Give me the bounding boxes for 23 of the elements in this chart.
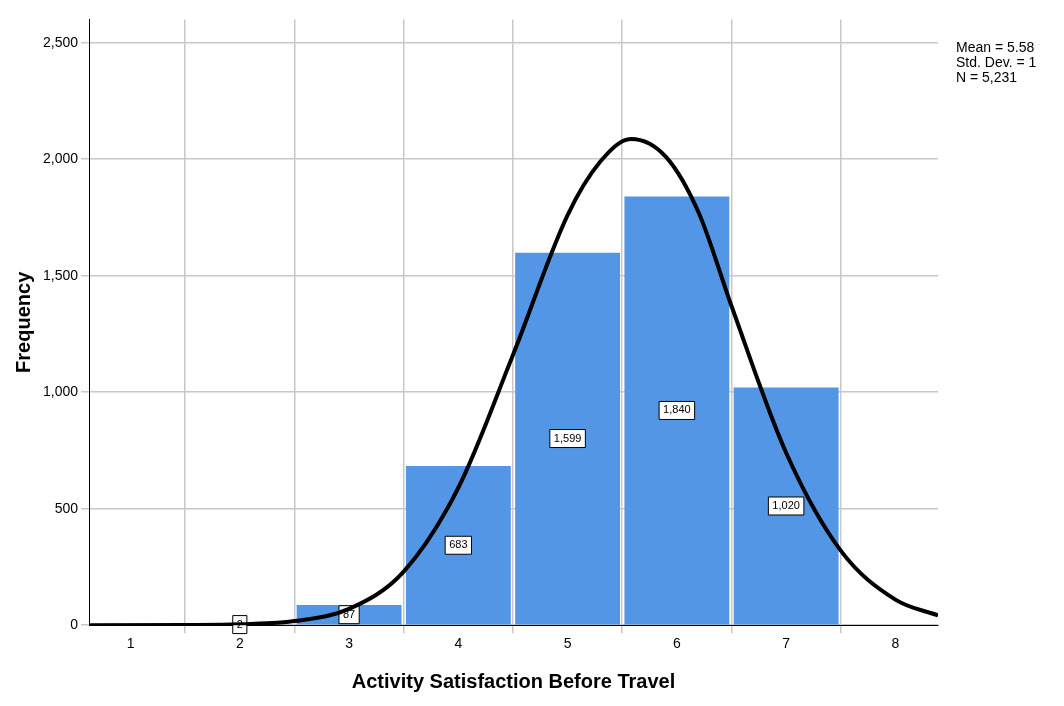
text: Mean = 5.58 [956, 39, 1036, 55]
x-axis-title: Activity Satisfaction Before Travel [351, 669, 676, 692]
x-tick-label: 6 [672, 635, 681, 652]
text: N = 5,231 [956, 69, 1019, 85]
y-tick-label: 1,500 [42, 266, 79, 283]
data-label: 1,599 [553, 431, 582, 444]
y-tick-label: 2,000 [42, 150, 79, 167]
x-tick-label: 2 [235, 635, 244, 652]
data-label: 1,840 [663, 403, 691, 416]
data-label: 683 [449, 538, 468, 551]
x-tick-label: 1 [126, 635, 135, 652]
x-tick-label: 7 [782, 635, 791, 652]
y-tick-label: 500 [54, 499, 79, 516]
x-tick-label: 3 [345, 635, 354, 652]
y-axis-title: Frequency [11, 270, 34, 373]
x-tick-label: 4 [454, 635, 463, 652]
data-label: 1,020 [772, 499, 800, 512]
y-tick-label: 2,500 [42, 33, 79, 50]
x-tick-label: 8 [891, 635, 900, 652]
text: Std. Dev. = 1 [956, 54, 1037, 70]
x-tick-label: 5 [563, 635, 572, 652]
y-tick-label: 0 [70, 616, 79, 633]
y-tick-label: 1,000 [42, 383, 79, 400]
